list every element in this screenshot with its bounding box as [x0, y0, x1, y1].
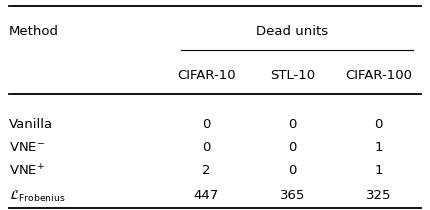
- Text: $\mathcal{L}_{\mathrm{Frobenius}}$: $\mathcal{L}_{\mathrm{Frobenius}}$: [9, 189, 65, 204]
- Text: Vanilla: Vanilla: [9, 118, 53, 131]
- Text: CIFAR-10: CIFAR-10: [177, 69, 236, 82]
- Text: 0: 0: [288, 141, 297, 154]
- Text: STL-10: STL-10: [270, 69, 315, 82]
- Text: CIFAR-100: CIFAR-100: [345, 69, 412, 82]
- Text: 0: 0: [288, 118, 297, 131]
- Text: Method: Method: [9, 25, 58, 38]
- Text: 1: 1: [374, 164, 383, 177]
- Text: 365: 365: [280, 189, 305, 202]
- Text: VNE$^{+}$: VNE$^{+}$: [9, 164, 45, 179]
- Text: 325: 325: [366, 189, 391, 202]
- Text: 0: 0: [288, 164, 297, 177]
- Text: 447: 447: [194, 189, 219, 202]
- Text: 1: 1: [374, 141, 383, 154]
- Text: 0: 0: [202, 141, 211, 154]
- Text: 0: 0: [374, 118, 383, 131]
- Text: 2: 2: [202, 164, 211, 177]
- Text: VNE$^{-}$: VNE$^{-}$: [9, 141, 45, 154]
- Text: Dead units: Dead units: [256, 25, 329, 38]
- Text: 0: 0: [202, 118, 211, 131]
